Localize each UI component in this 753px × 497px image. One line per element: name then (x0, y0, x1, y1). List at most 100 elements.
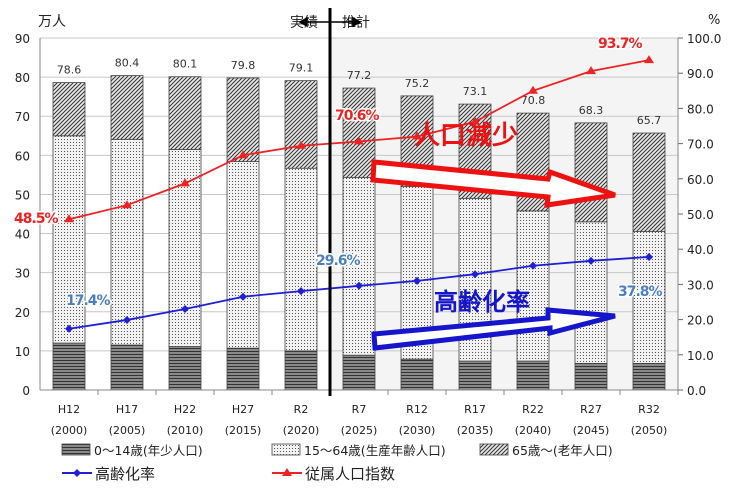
diamond-icon (73, 469, 81, 477)
right-tick-label: 60.0 (687, 173, 714, 187)
data-point-marker (413, 276, 421, 285)
bar-total-label: 75.2 (405, 77, 430, 90)
bar-segment-young (52, 342, 86, 391)
data-point-marker (123, 315, 131, 324)
bar-segment-young (458, 360, 492, 391)
double-arrow-icon (298, 16, 362, 28)
bar-total-label: 70.8 (521, 94, 546, 107)
bar-segment-elderly (110, 75, 144, 140)
data-point-marker (296, 140, 306, 149)
bar-total-label: 77.2 (347, 69, 372, 82)
bar-segment-working (342, 177, 376, 356)
bar-segment-young (110, 344, 144, 391)
x-tick-era: R22 (522, 403, 544, 416)
right-tick-label: 30.0 (687, 278, 714, 292)
bar-segment-elderly (226, 77, 260, 162)
x-tick-era: R7 (352, 403, 367, 416)
data-point-marker (180, 178, 190, 187)
data-point-marker (239, 292, 247, 301)
bar-total-label: 80.1 (173, 58, 198, 71)
x-tick-year: (2045) (573, 424, 610, 437)
data-point-marker (412, 131, 422, 140)
bar-segment-young (168, 346, 202, 391)
right-tick-label: 40.0 (687, 243, 714, 257)
x-tick-era: R32 (638, 403, 660, 416)
bar-segment-elderly (632, 132, 666, 232)
data-point-marker (354, 136, 364, 145)
right-axis-unit: % (708, 13, 720, 28)
data-point-marker (470, 116, 480, 125)
left-tick-label: 70 (15, 110, 30, 124)
left-tick-label: 30 (15, 267, 30, 281)
x-tick-year: (2000) (51, 424, 88, 437)
x-tick-era: H22 (174, 403, 196, 416)
legend-label: 従属人口指数 (305, 465, 395, 483)
arrow-aging-icon (371, 307, 616, 351)
bar-total-label: 80.4 (115, 57, 140, 70)
left-tick-label: 90 (15, 32, 30, 46)
bar-segment-elderly (342, 87, 376, 179)
x-tick-era: R12 (406, 403, 428, 416)
x-tick-year: (2040) (515, 424, 552, 437)
right-tick-label: 0.0 (687, 384, 706, 398)
data-point-marker (586, 66, 596, 75)
data-label: 93.7% (598, 36, 643, 52)
bar-segment-working (284, 167, 318, 352)
bar-segment-young (400, 358, 434, 391)
left-tick-label: 20 (15, 306, 30, 320)
x-tick-year: (2050) (631, 424, 668, 437)
bar-segment-working (516, 210, 550, 362)
bar-segment-young (632, 363, 666, 391)
legend-label: 15～64歳(生産年齢人口) (304, 443, 446, 458)
right-tick-label: 20.0 (687, 314, 714, 328)
bar-segment-elderly (284, 80, 318, 169)
data-label: 37.8% (618, 284, 663, 300)
bar-segment-working (110, 138, 144, 346)
data-label: 29.6% (316, 253, 361, 269)
left-tick-label: 0 (22, 384, 30, 398)
legend-label: 高齢化率 (95, 465, 155, 483)
x-tick-year: (2035) (457, 424, 494, 437)
x-tick-era: H17 (116, 403, 138, 416)
data-point-marker (65, 324, 73, 333)
data-point-marker (238, 150, 248, 159)
right-tick-label: 70.0 (687, 138, 714, 152)
x-tick-year: (2015) (225, 424, 262, 437)
data-point-marker (529, 261, 537, 270)
legend-swatch (61, 443, 91, 456)
x-tick-era: R27 (580, 403, 602, 416)
bar-segment-elderly (52, 82, 86, 137)
right-tick-label: 80.0 (687, 102, 714, 116)
bar-segment-working (574, 221, 608, 364)
data-point-marker (645, 252, 653, 261)
bar-total-label: 65.7 (637, 114, 662, 127)
right-tick-label: 50.0 (687, 208, 714, 222)
x-tick-year: (2020) (283, 424, 320, 437)
left-tick-label: 80 (15, 71, 30, 85)
bar-segment-young (226, 347, 260, 391)
right-tick-label: 90.0 (687, 67, 714, 81)
bar-segment-young (516, 360, 550, 391)
left-tick-label: 10 (15, 345, 30, 359)
x-tick-era: R2 (294, 403, 309, 416)
right-tick-label: 10.0 (687, 349, 714, 363)
bar-total-label: 68.3 (579, 104, 604, 117)
x-tick-era: R17 (464, 403, 486, 416)
right-tick-label: 100.0 (687, 32, 721, 46)
data-point-marker (471, 270, 479, 279)
data-label: 17.4% (66, 293, 111, 309)
x-tick-era: H27 (232, 403, 254, 416)
x-tick-year: (2010) (167, 424, 204, 437)
bar-segment-working (52, 135, 86, 344)
data-point-marker (355, 281, 363, 290)
left-axis-unit: 万人 (38, 14, 66, 30)
triangle-icon (282, 468, 292, 476)
data-point-marker (181, 305, 189, 314)
x-tick-year: (2025) (341, 424, 378, 437)
bar-total-label: 73.1 (463, 85, 488, 98)
legend-label: 0～14歳(年少人口) (94, 443, 203, 458)
arrow-decline-icon (370, 159, 616, 208)
bar-segment-young (284, 350, 318, 391)
